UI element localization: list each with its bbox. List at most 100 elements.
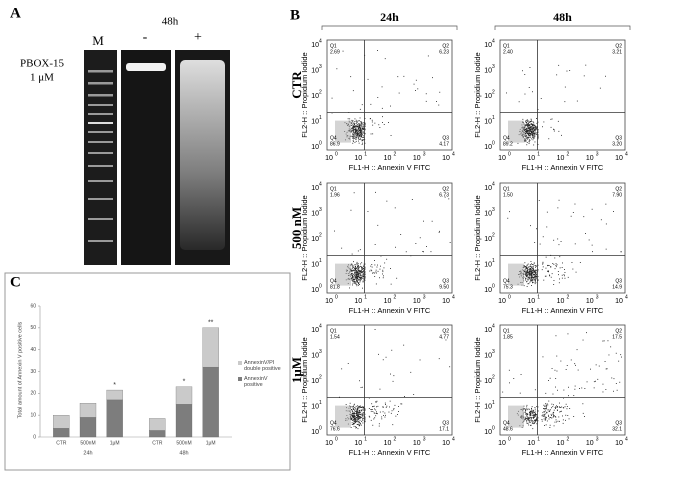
event-dot xyxy=(584,388,586,389)
event-dot xyxy=(359,134,361,136)
event-dot xyxy=(359,130,361,131)
event-dot xyxy=(524,130,525,131)
event-dot xyxy=(394,404,396,406)
event-dot xyxy=(508,369,510,371)
event-dot xyxy=(432,77,433,79)
event-dot xyxy=(533,412,534,414)
x-tick-exp: 3 xyxy=(596,436,599,442)
event-dot xyxy=(351,273,353,275)
event-dot xyxy=(604,361,606,362)
event-dot xyxy=(529,267,531,269)
quadrant-name: Q3 xyxy=(615,135,622,141)
event-dot xyxy=(384,412,386,414)
event-dot xyxy=(529,126,531,128)
event-dot xyxy=(357,417,359,419)
event-dot xyxy=(358,416,360,417)
event-dot xyxy=(534,419,536,421)
event-dot xyxy=(581,387,583,389)
event-dot xyxy=(585,233,586,234)
event-dot xyxy=(354,416,356,418)
event-dot xyxy=(356,134,358,136)
event-dot xyxy=(398,411,399,412)
event-dot xyxy=(357,281,358,282)
y-tick-base: 10 xyxy=(484,210,492,217)
event-dot xyxy=(549,377,551,379)
event-dot xyxy=(619,381,621,383)
y-tick-exp: 3 xyxy=(492,64,495,70)
x-tick-exp: 4 xyxy=(625,436,628,442)
event-dot xyxy=(534,277,536,279)
event-dot xyxy=(591,244,593,246)
event-dot xyxy=(358,127,360,129)
y-tick-exp: 4 xyxy=(319,181,322,187)
event-dot xyxy=(426,246,427,247)
quadrant-name: Q4 xyxy=(503,278,510,284)
event-dot xyxy=(525,129,527,130)
event-dot xyxy=(363,124,364,126)
event-dot xyxy=(550,266,552,267)
event-dot xyxy=(356,270,358,272)
event-dot xyxy=(566,70,568,72)
flow-plot: Q12.40Q23.21Q33.20Q489.21001001011011021… xyxy=(473,38,628,172)
event-dot xyxy=(590,368,591,370)
event-dot xyxy=(352,284,353,286)
event-dot xyxy=(616,389,618,391)
event-dot xyxy=(529,269,531,270)
event-dot xyxy=(534,271,536,273)
event-dot xyxy=(372,411,374,412)
event-dot xyxy=(528,266,530,268)
event-dot xyxy=(361,140,363,142)
event-dot xyxy=(534,414,535,416)
bar-segment xyxy=(202,366,219,438)
event-dot xyxy=(352,415,354,416)
x-tick-base: 10 xyxy=(615,298,623,305)
x-tick-exp: 2 xyxy=(567,294,570,300)
event-dot xyxy=(351,417,353,419)
event-dot xyxy=(354,125,356,127)
event-dot xyxy=(534,133,536,135)
event-dot xyxy=(356,267,358,269)
event-dot xyxy=(359,280,361,282)
event-dot xyxy=(526,120,528,122)
event-dot xyxy=(359,126,361,128)
event-dot xyxy=(535,421,536,423)
event-dot xyxy=(546,405,548,407)
event-dot xyxy=(536,419,538,420)
y-tick-exp: 1 xyxy=(319,115,322,121)
y-tick-label: 10 xyxy=(30,412,36,418)
event-dot xyxy=(536,126,538,128)
event-dot xyxy=(363,122,365,124)
gel-lane xyxy=(84,50,117,265)
event-dot xyxy=(529,127,531,129)
event-dot xyxy=(591,208,593,210)
event-dot xyxy=(355,407,357,409)
event-dot xyxy=(534,389,536,391)
event-dot xyxy=(353,281,354,283)
quadrant-name: Q2 xyxy=(615,328,622,334)
event-dot xyxy=(374,329,376,330)
y-tick-exp: 1 xyxy=(492,258,495,264)
event-dot xyxy=(526,144,528,146)
column-label: 48h xyxy=(553,10,572,24)
y-axis-label: FL2-H :: Propidium Iodide xyxy=(473,195,482,280)
event-dot xyxy=(358,134,360,136)
event-dot xyxy=(564,101,566,103)
event-dot xyxy=(353,261,354,263)
event-dot xyxy=(357,267,358,269)
x-tick-base: 10 xyxy=(442,440,450,447)
event-dot xyxy=(524,124,526,126)
event-dot xyxy=(360,133,362,135)
event-dot xyxy=(358,277,360,279)
event-dot xyxy=(556,355,558,357)
event-dot xyxy=(532,128,534,130)
event-dot xyxy=(352,140,354,142)
event-dot xyxy=(355,129,357,131)
event-dot xyxy=(357,282,359,283)
y-tick-base: 10 xyxy=(311,236,319,243)
event-dot xyxy=(354,141,356,143)
event-dot xyxy=(606,368,608,370)
x-tick-base: 10 xyxy=(557,298,565,305)
event-dot xyxy=(550,118,552,120)
event-dot xyxy=(357,416,359,418)
event-dot xyxy=(351,264,353,266)
